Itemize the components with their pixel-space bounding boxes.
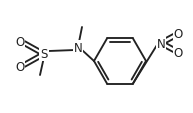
Text: O: O — [173, 27, 183, 40]
Text: N: N — [74, 41, 82, 54]
Text: N: N — [157, 37, 165, 50]
Text: S: S — [40, 48, 48, 61]
Text: O: O — [15, 61, 25, 74]
Text: O: O — [173, 47, 183, 60]
Text: O: O — [15, 35, 25, 48]
